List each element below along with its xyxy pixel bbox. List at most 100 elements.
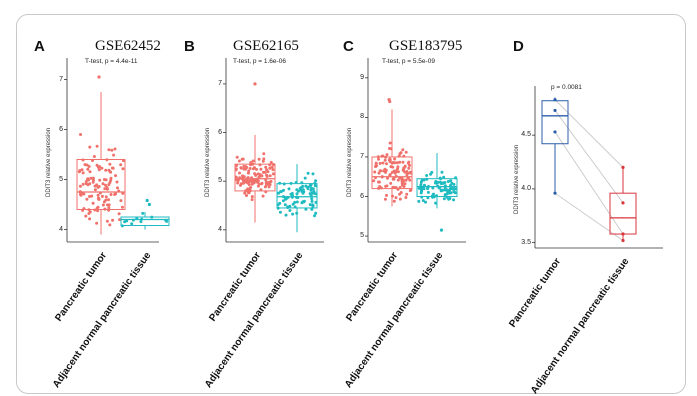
data-point <box>102 200 106 204</box>
data-point <box>79 133 82 136</box>
data-point <box>449 183 452 187</box>
data-point <box>250 177 254 181</box>
data-point <box>403 182 407 186</box>
data-point <box>441 181 445 185</box>
data-point <box>251 159 255 163</box>
data-point <box>105 158 109 162</box>
data-point <box>264 183 268 187</box>
data-point <box>91 158 94 162</box>
data-point <box>244 165 248 169</box>
data-point <box>279 190 283 193</box>
data-point <box>388 173 392 176</box>
data-point <box>250 182 254 186</box>
data-point <box>109 178 113 182</box>
data-point <box>82 207 86 211</box>
y-tick-label: 3.5 <box>521 238 531 246</box>
data-point <box>379 169 383 173</box>
outlier-point <box>97 75 101 79</box>
data-point <box>382 169 386 173</box>
outlier-point <box>388 99 392 104</box>
data-point <box>95 206 99 210</box>
data-point <box>237 159 241 163</box>
data-point <box>401 168 405 172</box>
data-point <box>262 157 266 161</box>
data-point <box>130 222 134 226</box>
data-point <box>311 204 315 208</box>
data-point <box>84 180 88 184</box>
data-point <box>241 174 244 178</box>
data-point <box>372 179 376 183</box>
data-point <box>242 167 246 171</box>
pair-line <box>554 110 624 204</box>
data-point <box>419 183 423 187</box>
data-point <box>300 181 304 185</box>
data-point <box>253 172 257 176</box>
data-point <box>313 184 317 188</box>
data-point <box>405 192 409 196</box>
data-point <box>249 186 253 189</box>
data-point <box>113 147 117 151</box>
data-point <box>125 219 129 223</box>
data-point <box>408 178 412 182</box>
data-point <box>86 167 90 171</box>
data-point <box>85 197 89 201</box>
data-point <box>77 170 81 174</box>
data-point <box>88 210 92 214</box>
data-point <box>246 181 249 185</box>
data-point <box>398 192 402 196</box>
data-point <box>251 162 255 166</box>
data-point <box>88 217 92 221</box>
data-point <box>443 193 447 197</box>
data-point <box>310 199 314 203</box>
data-point <box>96 209 100 213</box>
data-point <box>268 183 272 186</box>
data-point <box>93 184 97 188</box>
panel-label: A <box>34 38 45 55</box>
data-point <box>234 168 238 172</box>
data-point <box>396 167 399 171</box>
data-point <box>108 162 112 166</box>
data-point <box>390 170 394 174</box>
data-point <box>259 188 263 192</box>
data-point <box>396 178 400 182</box>
data-point <box>389 165 393 169</box>
panel-label: C <box>343 38 354 55</box>
data-point <box>434 180 438 184</box>
data-point <box>295 192 299 196</box>
data-point <box>107 198 110 202</box>
data-point <box>114 192 118 196</box>
data-point <box>121 191 125 195</box>
data-point <box>396 170 400 174</box>
data-point <box>257 175 261 179</box>
data-point <box>249 161 253 164</box>
data-point <box>314 200 318 204</box>
data-point <box>435 194 438 198</box>
data-point <box>293 205 297 209</box>
data-point <box>419 191 423 195</box>
data-point <box>287 187 291 191</box>
data-point <box>439 189 443 193</box>
data-point <box>255 167 258 171</box>
data-point <box>376 155 380 159</box>
data-point <box>250 198 254 202</box>
data-point <box>96 196 100 200</box>
data-point <box>304 207 308 211</box>
data-point <box>117 189 121 193</box>
data-point <box>380 175 384 179</box>
data-point <box>285 197 288 200</box>
data-point <box>80 168 84 172</box>
data-point <box>396 187 400 191</box>
data-point <box>314 179 318 183</box>
data-point <box>379 186 383 190</box>
data-point <box>139 220 143 224</box>
data-point <box>409 188 413 192</box>
data-point <box>393 157 397 161</box>
y-tick-label: 5 <box>59 175 63 183</box>
data-point <box>303 176 307 180</box>
data-point <box>424 200 427 204</box>
data-point <box>262 152 266 156</box>
data-point <box>377 180 381 184</box>
data-point <box>110 166 114 170</box>
data-point <box>404 196 408 199</box>
data-point <box>425 177 429 181</box>
